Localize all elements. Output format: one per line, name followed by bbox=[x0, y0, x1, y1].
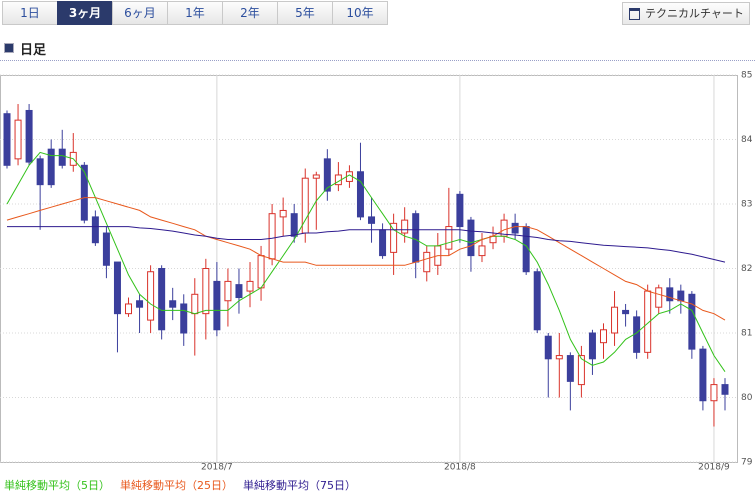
x-tick-label: 2018/7 bbox=[201, 463, 233, 473]
candle-body bbox=[666, 287, 674, 302]
candle-body bbox=[268, 213, 276, 260]
candle-body bbox=[611, 306, 619, 334]
candle-body bbox=[467, 219, 475, 257]
candle-body bbox=[246, 280, 254, 292]
candle-body bbox=[125, 303, 133, 315]
period-tab[interactable]: 1日 bbox=[2, 1, 58, 25]
candle-body bbox=[688, 293, 696, 350]
candle-body bbox=[113, 261, 121, 315]
candle-body bbox=[14, 119, 22, 160]
legend-entry: 単純移動平均（75日） bbox=[243, 479, 356, 492]
candle-body bbox=[555, 355, 563, 360]
y-tick-label: 83 bbox=[741, 200, 752, 210]
candle-body bbox=[533, 271, 541, 331]
period-tab[interactable]: 1年 bbox=[167, 1, 223, 25]
candle-body bbox=[136, 300, 144, 308]
candle-body bbox=[577, 355, 585, 386]
candle-body bbox=[213, 280, 221, 331]
legend: 単純移動平均（5日） 単純移動平均（25日） 単純移動平均（75日） bbox=[4, 477, 366, 493]
candle-body bbox=[544, 335, 552, 360]
section-header: 日足 bbox=[0, 36, 755, 61]
candle-body bbox=[655, 287, 663, 308]
candle-body bbox=[699, 348, 707, 402]
y-tick-label: 84 bbox=[741, 135, 753, 145]
y-tick-label: 79 bbox=[741, 458, 753, 468]
icon bbox=[629, 8, 640, 20]
button-label: テクニカルチャート bbox=[645, 7, 744, 20]
candle-body bbox=[257, 255, 265, 289]
candle-body bbox=[566, 355, 574, 382]
candle-body bbox=[191, 293, 199, 315]
x-tick-label: 2018/8 bbox=[444, 463, 476, 473]
period-tab[interactable]: 2年 bbox=[222, 1, 278, 25]
candle-body bbox=[390, 222, 398, 253]
candle-body bbox=[401, 219, 409, 234]
y-tick-label: 80 bbox=[741, 393, 753, 403]
candle-body bbox=[102, 232, 110, 266]
candle-body bbox=[47, 148, 55, 186]
y-tick-label: 81 bbox=[741, 329, 752, 339]
legend-entry: 単純移動平均（25日） bbox=[120, 479, 233, 492]
candle-body bbox=[58, 148, 66, 166]
candle-body bbox=[224, 280, 232, 302]
candle-body bbox=[323, 158, 331, 192]
candle-body bbox=[677, 290, 685, 302]
candle-body bbox=[710, 384, 718, 402]
y-tick-label: 82 bbox=[741, 264, 752, 274]
candle-body bbox=[456, 193, 464, 228]
moving-average-line bbox=[7, 226, 726, 263]
candle-body bbox=[202, 268, 210, 315]
candle-body bbox=[379, 229, 387, 257]
candle-body bbox=[622, 309, 630, 315]
candle-body bbox=[180, 303, 188, 334]
candle-body bbox=[36, 158, 44, 186]
candle-body bbox=[91, 216, 99, 244]
candle-body bbox=[80, 164, 88, 221]
candle-body bbox=[312, 174, 320, 179]
candle-body bbox=[147, 271, 155, 321]
candle-body bbox=[356, 171, 364, 218]
moving-average-line bbox=[6, 151, 726, 372]
candle-body bbox=[368, 216, 376, 224]
period-tab[interactable]: 6ヶ月 bbox=[112, 1, 168, 25]
section-title: 日足 bbox=[20, 43, 47, 58]
candle-body bbox=[301, 177, 309, 234]
candle-body bbox=[445, 226, 453, 250]
technical-chart-button[interactable]: テクニカルチャート bbox=[622, 2, 750, 25]
candle-body bbox=[158, 268, 166, 331]
candle-body bbox=[478, 245, 486, 257]
candle-body bbox=[588, 332, 596, 360]
legend-entry: 単純移動平均（5日） bbox=[4, 479, 110, 492]
moving-average-line bbox=[6, 197, 726, 321]
candle-body bbox=[721, 384, 729, 395]
y-tick-label: 85 bbox=[741, 71, 752, 81]
x-tick-label: 2018/9 bbox=[698, 463, 730, 473]
candle-body bbox=[290, 213, 298, 237]
candle-body bbox=[511, 222, 519, 234]
candle-body bbox=[599, 329, 607, 344]
period-tab[interactable]: 3ヶ月 bbox=[57, 1, 113, 25]
period-tab[interactable]: 10年 bbox=[332, 1, 388, 25]
candle-body bbox=[169, 300, 177, 308]
candle-body bbox=[235, 284, 243, 299]
candle-body bbox=[279, 209, 287, 218]
candle-body bbox=[3, 113, 11, 166]
candle-body bbox=[412, 213, 420, 263]
icon bbox=[4, 43, 14, 53]
candle-body bbox=[25, 109, 33, 163]
candle-body bbox=[423, 251, 431, 273]
period-tabs: 1日 3ヶ月 6ヶ月 1年 2年 5年 10年 bbox=[2, 1, 388, 25]
